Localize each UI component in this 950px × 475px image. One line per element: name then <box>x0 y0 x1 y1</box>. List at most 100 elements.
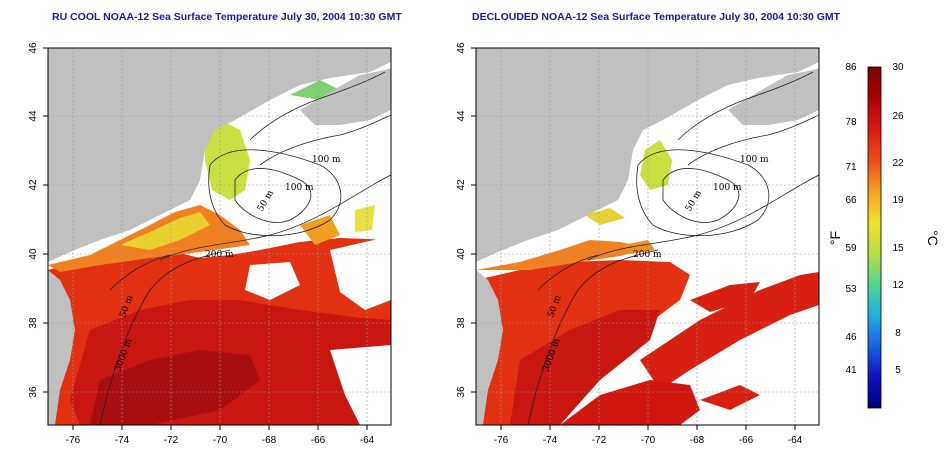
right-map-panel: 100 m 100 m 50 m 200 m 50 m 3000 m -76 -… <box>456 42 820 446</box>
right-bathymetry-contour-50m <box>662 168 740 223</box>
left-yellow-patch <box>355 205 375 232</box>
fahrenheit-unit-label: °F <box>827 231 843 245</box>
x-tick-label: -70 <box>641 435 656 446</box>
fahrenheit-tick-label: 78 <box>845 117 857 128</box>
right-bathymetry-contour-shelf <box>537 254 599 291</box>
left-bathymetry-contour-200m <box>159 174 391 261</box>
right-land <box>476 48 819 262</box>
left-sst-deep-red-region <box>90 350 260 425</box>
x-tick-label: -66 <box>311 435 326 446</box>
left-land <box>48 48 391 262</box>
colorbar-gradient <box>867 66 882 409</box>
right-orange-patch <box>622 240 655 254</box>
right-sst-streak <box>640 272 819 390</box>
right-map-content <box>476 48 819 425</box>
right-bathymetry-contour-3000m <box>527 249 659 425</box>
fahrenheit-tick-label: 66 <box>845 195 857 206</box>
x-tick-label: -74 <box>115 435 130 446</box>
y-tick-label: 40 <box>28 248 39 260</box>
left-map-panel: 100 m 100 m 50 m 200 m 50 m 3000 m -76 -… <box>28 42 392 446</box>
x-tick-label: -68 <box>262 435 277 446</box>
right-sst-streak <box>690 282 760 312</box>
left-map-content <box>48 48 391 425</box>
right-gridlines <box>476 48 819 425</box>
left-gulf-of-maine-water <box>205 120 250 200</box>
left-contour-label: 200 m <box>205 250 234 260</box>
fahrenheit-tick-label: 46 <box>845 332 857 343</box>
left-warm-patch <box>300 215 340 245</box>
y-tick-label: 42 <box>456 179 467 191</box>
right-y-axis: 46 44 42 40 38 36 <box>456 42 476 398</box>
left-cloud-patch <box>245 262 300 300</box>
right-sst-south <box>560 380 700 425</box>
right-land-chesapeake <box>476 270 503 425</box>
celsius-tick-label: 19 <box>892 195 904 206</box>
right-shelf-warm-band <box>476 240 650 270</box>
y-tick-label: 38 <box>456 317 467 329</box>
colorbar: 86 78 71 66 59 53 46 41 30 26 22 19 15 1… <box>827 62 941 409</box>
x-tick-label: -76 <box>494 435 509 446</box>
right-bathymetry-contour-upper <box>677 71 814 141</box>
left-cloud-patch <box>330 345 391 425</box>
x-tick-label: -64 <box>360 435 375 446</box>
x-tick-label: -70 <box>213 435 228 446</box>
fahrenheit-tick-label: 71 <box>845 162 857 173</box>
left-x-axis: -76 -74 -72 -70 -68 -66 -64 <box>66 425 375 446</box>
right-nova-scotia-land <box>728 68 819 125</box>
left-land-chesapeake <box>48 270 75 425</box>
y-tick-label: 36 <box>456 386 467 398</box>
colorbar-fahrenheit-ticks: 86 78 71 66 59 53 46 41 <box>845 62 857 376</box>
celsius-tick-label: 15 <box>892 243 904 254</box>
left-bathymetry-contour-shelf <box>109 254 171 291</box>
left-bathymetry-contour-50m <box>234 168 312 223</box>
x-tick-label: -74 <box>543 435 558 446</box>
celsius-tick-label: 8 <box>895 328 901 339</box>
celsius-tick-label: 22 <box>892 158 904 169</box>
right-x-axis: -76 -74 -72 -70 -68 -66 -64 <box>494 425 803 446</box>
x-tick-label: -76 <box>66 435 81 446</box>
right-panel-title: DECLOUDED NOAA-12 Sea Surface Temperatur… <box>472 11 841 23</box>
x-tick-label: -64 <box>788 435 803 446</box>
celsius-tick-label: 5 <box>895 365 901 376</box>
y-tick-label: 38 <box>28 317 39 329</box>
right-bathymetry-contour-200m <box>587 174 819 261</box>
right-yellow-patch <box>585 208 625 225</box>
right-sst-hot-region <box>510 310 660 425</box>
left-nova-scotia-land <box>300 68 391 125</box>
fahrenheit-tick-label: 86 <box>845 62 857 73</box>
left-y-axis: 46 44 42 40 38 36 <box>28 42 48 398</box>
y-tick-label: 44 <box>456 110 467 122</box>
y-tick-label: 40 <box>456 248 467 260</box>
left-contour-label: 100 m <box>312 155 341 165</box>
fahrenheit-tick-label: 59 <box>845 243 857 254</box>
y-tick-label: 46 <box>456 42 467 54</box>
celsius-tick-label: 12 <box>892 280 904 291</box>
y-tick-label: 36 <box>28 386 39 398</box>
left-cloud-patch <box>330 236 391 310</box>
celsius-tick-label: 26 <box>892 111 904 122</box>
left-contour-label: 100 m <box>285 183 314 193</box>
left-bathymetry-contour-upper <box>249 71 386 141</box>
right-contour-label: 200 m <box>633 250 662 260</box>
left-panel-title: RU COOL NOAA-12 Sea Surface Temperature … <box>52 11 402 23</box>
fahrenheit-tick-label: 53 <box>845 284 857 295</box>
left-bathymetry-contour-3000m <box>99 249 231 425</box>
right-contour-label: 100 m <box>740 155 769 165</box>
left-gridlines <box>48 48 391 425</box>
left-bathymetry-contour-upper2 <box>259 114 391 166</box>
celsius-unit-label: °C <box>925 230 941 246</box>
colorbar-celsius-ticks: 30 26 22 19 15 12 8 5 <box>892 62 904 376</box>
x-tick-label: -68 <box>690 435 705 446</box>
left-shelf-yellow-band <box>120 212 210 250</box>
right-sst-streak <box>700 385 760 410</box>
fahrenheit-tick-label: 41 <box>845 365 857 376</box>
x-tick-label: -72 <box>592 435 607 446</box>
y-tick-label: 44 <box>28 110 39 122</box>
left-bathymetry-contour-100m <box>208 149 342 237</box>
y-tick-label: 46 <box>28 42 39 54</box>
celsius-tick-label: 30 <box>892 62 904 73</box>
x-tick-label: -66 <box>739 435 754 446</box>
right-bathymetry-contour-upper2 <box>687 114 819 166</box>
right-bathymetry-contour-100m <box>636 149 770 237</box>
